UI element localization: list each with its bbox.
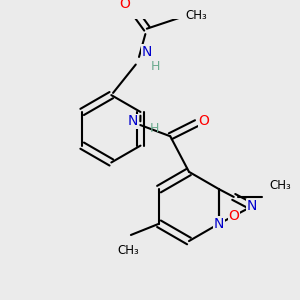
Text: CH₃: CH₃ [185, 9, 207, 22]
Text: N: N [141, 45, 152, 58]
Text: H: H [150, 122, 159, 135]
Text: O: O [199, 114, 209, 128]
Text: CH₃: CH₃ [269, 179, 291, 192]
Text: N: N [128, 114, 138, 128]
Text: O: O [119, 0, 130, 11]
Text: N: N [214, 217, 224, 231]
Text: H: H [151, 60, 160, 73]
Text: O: O [228, 209, 239, 223]
Text: CH₃: CH₃ [117, 244, 139, 257]
Text: N: N [247, 200, 257, 213]
